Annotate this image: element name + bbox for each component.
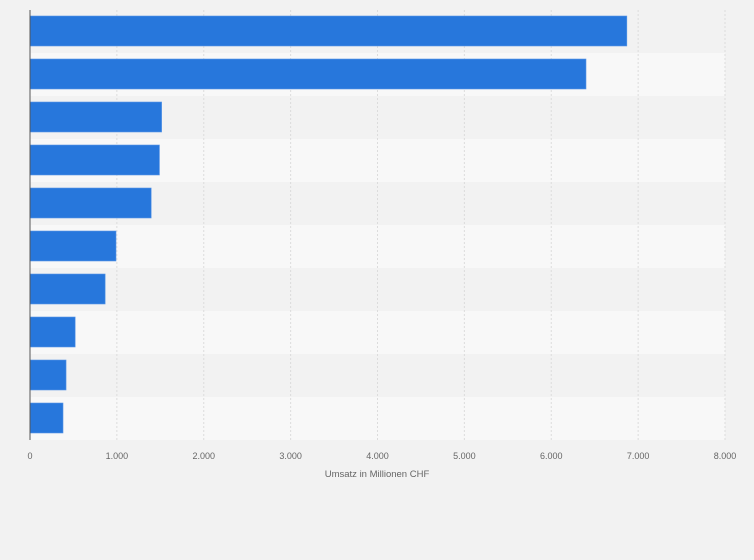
bar[interactable] xyxy=(29,316,76,348)
bar[interactable] xyxy=(29,230,117,262)
bar[interactable] xyxy=(29,144,160,176)
x-tick-label: 7.000 xyxy=(627,451,650,461)
bar[interactable] xyxy=(29,187,152,219)
bar[interactable] xyxy=(29,273,106,305)
x-tick-label: 5.000 xyxy=(453,451,476,461)
x-axis-label: Umsatz in Millionen CHF xyxy=(325,469,430,480)
x-tick-label: 8.000 xyxy=(714,451,737,461)
x-tick-label: 2.000 xyxy=(192,451,215,461)
x-tick-label: 4.000 xyxy=(366,451,389,461)
x-tick-label: 6.000 xyxy=(540,451,563,461)
x-tick-label: 1.000 xyxy=(106,451,129,461)
bar[interactable] xyxy=(29,359,67,391)
x-tick-label: 0 xyxy=(27,451,32,461)
bar[interactable] xyxy=(29,402,64,434)
x-tick-label: 3.000 xyxy=(279,451,302,461)
bar[interactable] xyxy=(29,15,628,47)
bar[interactable] xyxy=(29,101,162,133)
bar[interactable] xyxy=(29,58,587,90)
